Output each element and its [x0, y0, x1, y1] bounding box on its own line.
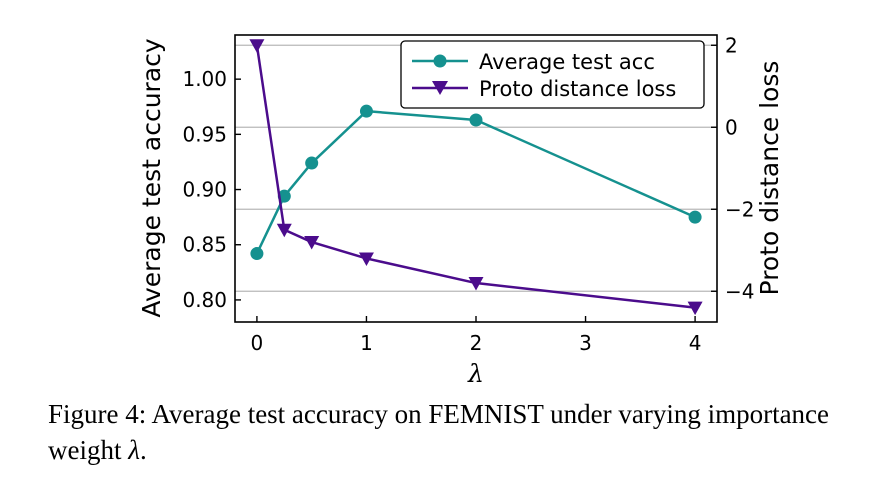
- x-axis-label: λ: [467, 359, 484, 388]
- series-1-point-4: [468, 277, 484, 291]
- legend-label-proto: Proto distance loss: [479, 77, 676, 101]
- x-tick-label-4: 4: [689, 331, 702, 355]
- series-1-point-3: [358, 252, 374, 266]
- y2-tick-label-0: 2: [725, 33, 738, 57]
- series-0-point-3: [359, 104, 373, 118]
- chart: 0 1 2 3 4 0.80 0.85 0.90 0.95 1.00 2 0 −2 −4 Average …: [137, 33, 784, 388]
- x-tick-label-1: 1: [360, 331, 373, 355]
- y-tick-label-1: 0.85: [182, 233, 227, 257]
- series-0-point-5: [688, 210, 702, 224]
- series-line-1: [255, 45, 696, 309]
- y-tick-label-0: 0.80: [182, 288, 227, 312]
- x-tick-label-0: 0: [251, 331, 264, 355]
- legend-marker-proto: [432, 81, 448, 95]
- legend: Average test acc Proto distance loss: [400, 40, 705, 109]
- caption-text: Figure 4: Average test accuracy on FEMNI…: [48, 399, 830, 465]
- series-1-point-1: [276, 223, 292, 238]
- y2-tick-label-3: −4: [725, 279, 754, 303]
- legend-marker-acc: [433, 54, 447, 68]
- y-tick-label-4: 1.00: [182, 67, 227, 91]
- x-tick-label-3: 3: [579, 331, 592, 355]
- x-tick-label-2: 2: [470, 331, 483, 355]
- series-layer: [249, 39, 703, 316]
- y-tick-label-3: 0.95: [182, 122, 227, 146]
- series-0-point-4: [469, 113, 483, 127]
- y-axis-label: Average test accuracy: [137, 38, 166, 318]
- y2-tick-label-1: 0: [725, 115, 738, 139]
- series-0-point-0: [250, 247, 264, 261]
- legend-box: [400, 40, 705, 109]
- caption-lambda: λ: [128, 435, 140, 465]
- series-1-point-5: [687, 301, 703, 316]
- series-0-point-2: [305, 156, 319, 170]
- series-line-0: [255, 109, 696, 255]
- y2-axis-label: Proto distance loss: [755, 61, 784, 296]
- series-1-point-0: [249, 39, 265, 53]
- ticks-layer: 0 1 2 3 4 0.80 0.85 0.90 0.95 1.00 2 0 −2 −4: [182, 33, 754, 355]
- caption-end: .: [139, 435, 147, 465]
- series-1-point-2: [304, 236, 320, 250]
- legend-label-acc: Average test acc: [479, 50, 655, 74]
- figure-caption: Figure 4: Average test accuracy on FEMNI…: [48, 396, 878, 468]
- y-tick-label-2: 0.90: [182, 178, 227, 202]
- y2-tick-label-2: −2: [725, 197, 754, 221]
